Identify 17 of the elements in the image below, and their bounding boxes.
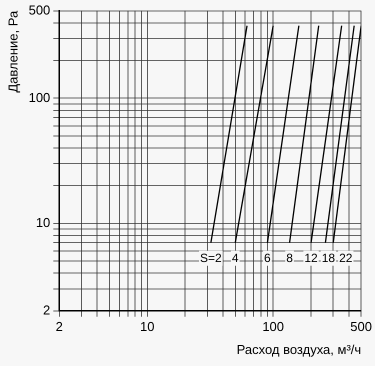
series-label: S=2 — [200, 251, 222, 266]
series-label: 12 — [304, 251, 318, 266]
x-tick-label: 10 — [140, 319, 155, 334]
x-axis-title: Расход воздуха, м³/ч — [236, 342, 362, 357]
series-label: 22 — [339, 251, 353, 266]
x-tick-label: 500 — [350, 319, 372, 334]
y-tick-label: 10 — [36, 214, 50, 230]
y-tick-label: 100 — [28, 90, 50, 105]
y-axis-title: Давление, Ра — [5, 10, 20, 93]
series-label: 6 — [264, 251, 272, 266]
series-label: 4 — [232, 251, 239, 266]
y-tick-label: 2 — [43, 302, 50, 318]
x-tick-label: 2 — [56, 319, 63, 334]
x-tick-label: 100 — [262, 319, 284, 334]
y-tick-label: 500 — [28, 2, 50, 18]
series-label: 8 — [286, 251, 294, 266]
series-label: 18 — [322, 251, 336, 266]
